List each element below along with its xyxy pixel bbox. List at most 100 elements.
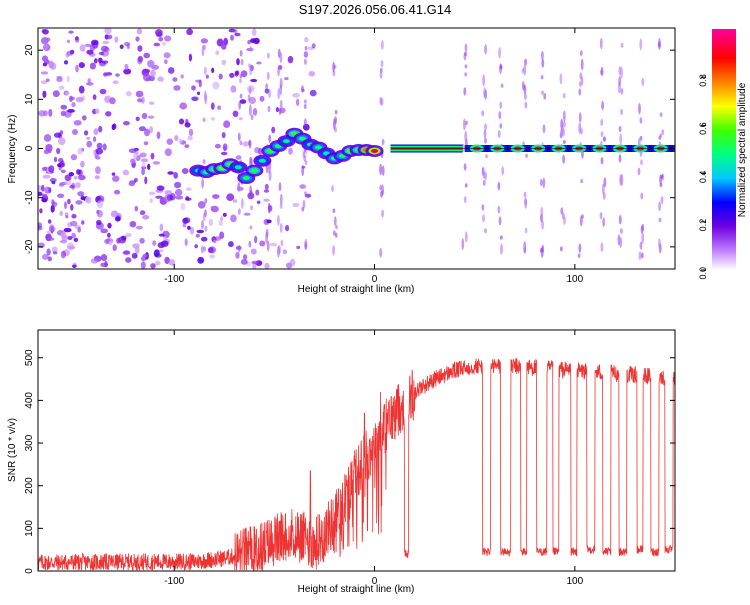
noise-blob: [139, 210, 146, 216]
streak-blob: [304, 241, 308, 250]
noise-blob: [95, 108, 100, 114]
colorbar-tick-label: 0.6: [698, 122, 708, 135]
noise-blob: [247, 40, 251, 45]
streak-blob: [602, 217, 606, 228]
noise-blob: [38, 191, 43, 197]
noise-blob: [142, 253, 148, 258]
x-tick-label: 0: [372, 274, 378, 285]
streak-blob: [618, 154, 622, 163]
ridge-core: [234, 165, 242, 170]
noise-blob: [240, 70, 248, 78]
streak-blob: [248, 140, 251, 147]
ridge-core: [314, 145, 322, 150]
noise-blob: [292, 93, 301, 98]
noise-blob: [233, 29, 238, 34]
noise-blob: [67, 198, 71, 205]
streak-blob: [248, 63, 252, 68]
streak-blob: [641, 223, 645, 232]
streak-blob: [562, 110, 566, 122]
streak-blob: [204, 90, 207, 101]
noise-blob: [175, 188, 183, 197]
snr-x-ticks: -100 0 100: [164, 330, 584, 587]
noise-blob: [51, 246, 58, 253]
streak-blob: [239, 74, 243, 79]
noise-blob: [222, 143, 228, 151]
noise-blob: [178, 138, 182, 144]
colorbar-tick-label: 0.8: [698, 74, 708, 87]
streak-blob: [237, 132, 241, 141]
streak-blob: [639, 241, 643, 250]
noise-blob: [197, 256, 205, 264]
noise-blob: [150, 263, 156, 269]
noise-blob: [188, 128, 194, 137]
noise-blob: [91, 39, 99, 45]
noise-blob: [238, 117, 243, 121]
noise-blob: [77, 147, 83, 155]
streak-blob: [499, 123, 503, 129]
noise-blob: [264, 262, 270, 269]
noise-blob: [42, 29, 49, 35]
noise-blob: [89, 62, 96, 70]
noise-blob: [48, 187, 52, 194]
noise-blob: [182, 222, 187, 228]
noise-blob: [264, 183, 269, 190]
streak-blob: [380, 191, 383, 198]
noise-blob: [75, 96, 84, 103]
noise-blob: [63, 201, 68, 210]
noise-blob: [107, 232, 111, 238]
noise-blob: [125, 91, 132, 97]
noise-blob: [75, 200, 83, 205]
streak-blob: [578, 88, 582, 96]
streak-blob: [640, 252, 644, 259]
noise-blob: [254, 235, 258, 244]
noise-blob: [114, 36, 119, 43]
noise-blob: [102, 143, 107, 151]
noise-blob: [41, 193, 48, 197]
noise-blob: [70, 154, 78, 161]
streak-blob: [304, 191, 307, 196]
streak-blob: [600, 66, 604, 77]
noise-blob: [164, 190, 172, 195]
noise-blob: [230, 34, 234, 41]
noise-blob: [251, 28, 257, 37]
streak-blob: [237, 244, 241, 253]
streak-blob: [277, 214, 280, 226]
noise-blob: [42, 90, 47, 99]
noise-blob: [64, 60, 68, 65]
streak-blob: [540, 75, 544, 80]
noise-blob: [115, 216, 121, 222]
noise-blob: [129, 221, 137, 228]
noise-blob: [159, 223, 164, 232]
streak-blob: [482, 179, 486, 186]
streak-blob: [239, 50, 243, 57]
noise-blob: [96, 210, 103, 218]
noise-blob: [252, 108, 258, 116]
noise-blob: [122, 169, 130, 176]
noise-blob: [250, 78, 258, 83]
y-tick-label: 200: [24, 477, 35, 494]
noise-blob: [38, 225, 43, 231]
noise-blob: [180, 202, 186, 211]
noise-blob: [64, 179, 72, 186]
y-tick-label: -20: [24, 239, 35, 254]
streak-blob: [239, 93, 243, 99]
noise-blob: [84, 130, 89, 136]
noise-blob: [131, 252, 138, 259]
streak-blob: [267, 105, 271, 113]
noise-blob: [40, 71, 49, 75]
noise-blob: [87, 78, 91, 83]
streak-blob: [240, 58, 244, 66]
streak-blob: [619, 236, 623, 249]
noise-blob: [156, 185, 165, 191]
noise-blob: [140, 158, 149, 163]
noise-blob: [43, 43, 49, 51]
noise-blob: [141, 96, 145, 104]
streak-blob: [580, 58, 584, 71]
streak-blob: [463, 87, 467, 96]
noise-blob: [42, 253, 49, 260]
noise-blob: [184, 122, 191, 128]
noise-blob: [172, 77, 178, 82]
streak-blob: [620, 228, 623, 235]
noise-blob: [78, 62, 85, 69]
